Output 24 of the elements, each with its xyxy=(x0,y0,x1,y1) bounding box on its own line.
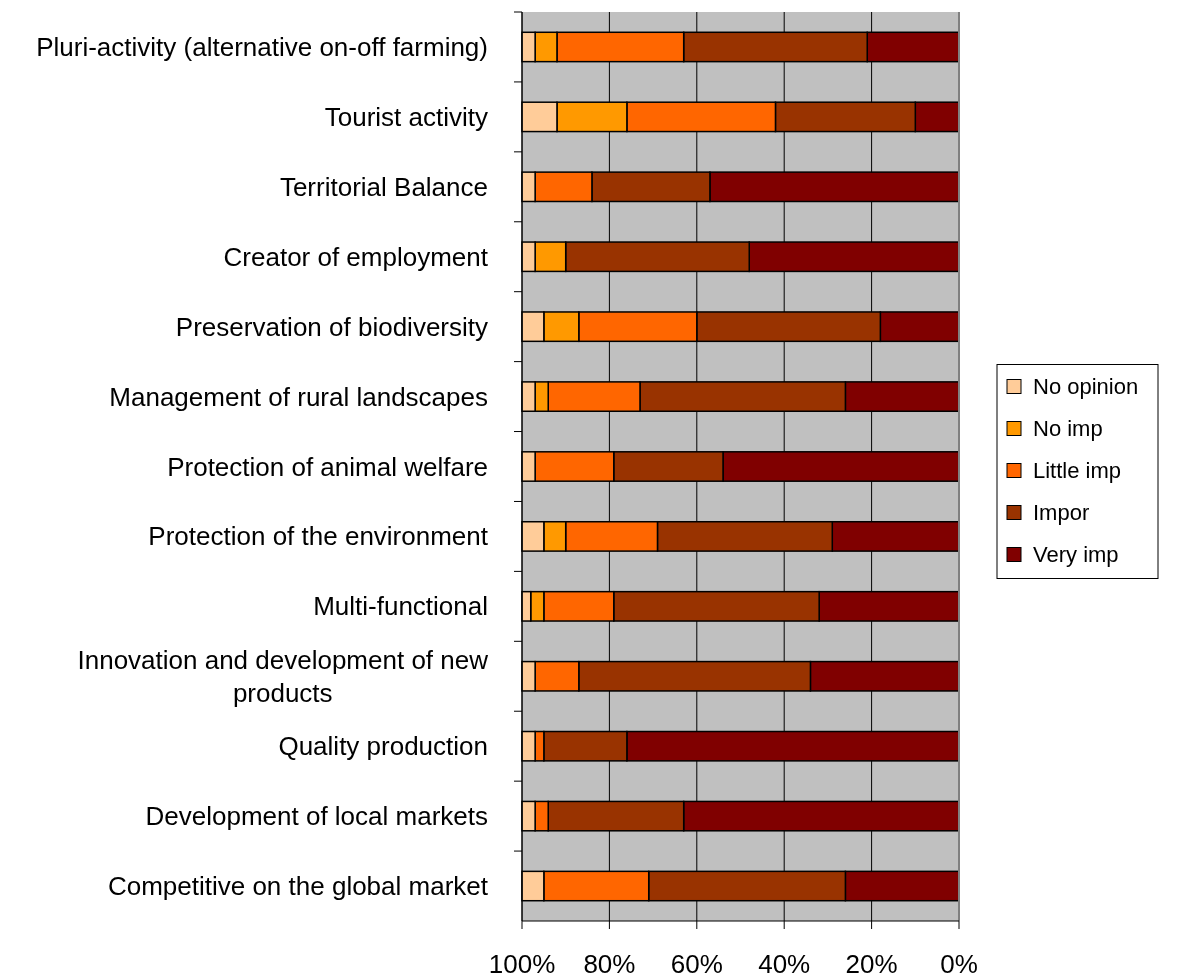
x-tick-label: 100% xyxy=(488,949,556,979)
x-tick-label: 0% xyxy=(940,949,978,979)
y-tick-label: Creator of employment xyxy=(223,241,489,272)
y-tick-label: Quality production xyxy=(278,731,488,762)
legend-label: Little imp xyxy=(1033,457,1122,483)
y-tick-label: Development of local markets xyxy=(145,801,488,832)
x-tick-label: 80% xyxy=(583,949,636,979)
y-tick-label: Innovation and development of new products xyxy=(77,644,489,708)
legend-label: No opinion xyxy=(1033,373,1139,399)
legend-label: Very imp xyxy=(1033,541,1119,567)
y-tick-label: Protection of animal welfare xyxy=(167,451,488,482)
y-tick-label: Protection of the environment xyxy=(148,521,489,552)
y-tick-label: Pluri-activity (alternative on-off farming) xyxy=(36,31,488,62)
y-tick-label: Tourist activity xyxy=(324,101,488,132)
x-tick-label: 60% xyxy=(670,949,723,979)
y-tick-label: Preservation of biodiversity xyxy=(175,311,488,342)
y-tick-label: Competitive on the global market xyxy=(107,871,489,902)
y-tick-label: Management of rural landscapes xyxy=(109,381,488,412)
legend-label: No imp xyxy=(1033,415,1103,441)
y-tick-label: Territorial Balance xyxy=(279,171,488,202)
legend-label: Impor xyxy=(1033,499,1090,525)
x-tick-label: 40% xyxy=(758,949,811,979)
y-tick-label: Multi-functional xyxy=(313,591,488,622)
x-tick-label: 20% xyxy=(845,949,898,979)
